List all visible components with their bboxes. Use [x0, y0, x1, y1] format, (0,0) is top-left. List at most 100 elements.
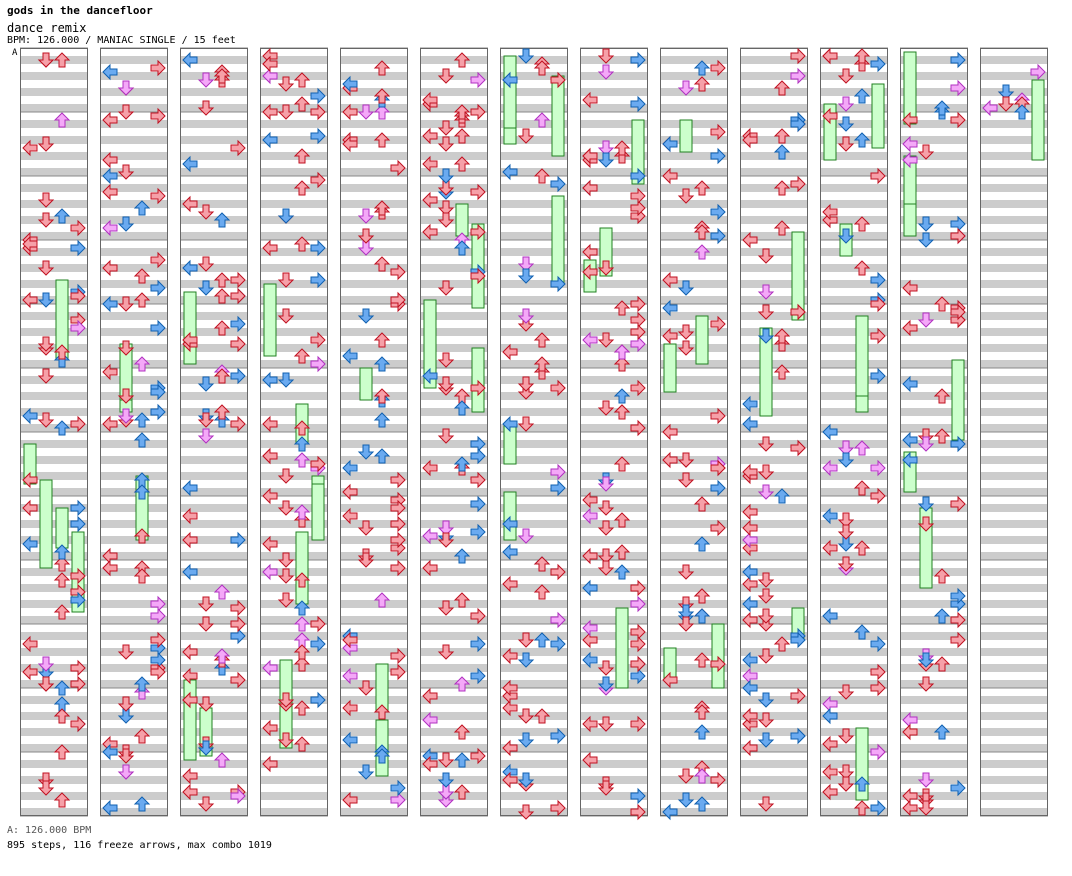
beat-stripe	[580, 808, 648, 816]
step-arrow	[582, 263, 598, 281]
step-arrow	[902, 319, 918, 337]
beat-stripe	[20, 504, 88, 512]
beat-stripe	[20, 264, 88, 272]
beat-stripe	[100, 88, 168, 96]
step-arrow	[150, 59, 166, 77]
beat-stripe	[660, 344, 728, 352]
beat-stripe	[180, 568, 248, 576]
step-arrow	[502, 515, 518, 533]
step-arrow	[390, 499, 406, 517]
beat-stripe	[660, 88, 728, 96]
step-arrow	[22, 471, 38, 489]
step-arrow	[582, 507, 598, 525]
beat-stripe	[340, 56, 408, 64]
beat-stripe	[100, 744, 168, 752]
beat-stripe	[820, 280, 888, 288]
beat-stripe	[740, 104, 808, 112]
step-arrow	[37, 292, 55, 308]
beat-stripe	[260, 312, 328, 320]
beat-stripe	[340, 728, 408, 736]
beat-stripe	[580, 712, 648, 720]
beat-stripe	[20, 120, 88, 128]
beat-stripe	[420, 344, 488, 352]
step-arrow	[773, 488, 791, 504]
beat-stripe	[420, 712, 488, 720]
beat-stripe	[740, 728, 808, 736]
beat-stripe	[900, 728, 968, 736]
beat-stripe	[420, 72, 488, 80]
beat-stripe	[740, 520, 808, 528]
beat-stripe	[420, 232, 488, 240]
beat-stripe	[340, 712, 408, 720]
beat-stripe	[20, 168, 88, 176]
beat-stripe	[20, 136, 88, 144]
step-arrow	[902, 431, 918, 449]
step-arrow	[710, 59, 726, 77]
beat-stripe	[180, 664, 248, 672]
beat-stripe	[740, 760, 808, 768]
step-arrow	[133, 268, 151, 284]
beat-stripe	[500, 696, 568, 704]
step-arrow	[597, 400, 615, 416]
beat-stripe	[500, 520, 568, 528]
step-arrow	[950, 303, 966, 321]
freeze-arrow	[551, 75, 565, 157]
step-arrow	[870, 635, 886, 653]
beat-stripe	[420, 152, 488, 160]
chart-column	[660, 48, 728, 816]
step-arrow	[453, 52, 471, 68]
beat-stripe	[820, 136, 888, 144]
step-arrow	[197, 428, 215, 444]
step-arrow	[37, 136, 55, 152]
chart-column	[980, 48, 1048, 816]
beat-stripe	[820, 72, 888, 80]
beat-stripe	[100, 120, 168, 128]
beat-stripe	[580, 296, 648, 304]
beat-stripe	[900, 488, 968, 496]
beat-stripe	[900, 600, 968, 608]
beat-stripe	[260, 744, 328, 752]
beat-stripe	[500, 200, 568, 208]
step-arrow	[597, 676, 615, 692]
beat-stripe	[660, 744, 728, 752]
beat-stripe	[900, 472, 968, 480]
step-arrow	[613, 140, 631, 156]
beat-stripe	[740, 600, 808, 608]
step-arrow	[437, 352, 455, 368]
step-arrow	[293, 436, 311, 452]
step-arrow	[870, 743, 886, 761]
beat-stripe	[580, 632, 648, 640]
beat-stripe	[340, 696, 408, 704]
step-arrow	[902, 135, 918, 153]
beat-stripe	[340, 184, 408, 192]
beat-stripe	[580, 552, 648, 560]
beat-stripe	[20, 456, 88, 464]
beat-stripe	[580, 88, 648, 96]
beat-stripe	[100, 408, 168, 416]
step-arrow	[373, 412, 391, 428]
step-arrow	[102, 111, 118, 129]
beat-stripe	[180, 104, 248, 112]
beat-stripe	[340, 616, 408, 624]
beat-stripe	[820, 680, 888, 688]
beat-stripe	[20, 104, 88, 112]
step-arrow	[870, 679, 886, 697]
step-arrow	[693, 244, 711, 260]
step-arrow	[453, 104, 471, 120]
step-arrow	[853, 800, 871, 816]
step-arrow	[293, 72, 311, 88]
beat-stripe	[740, 312, 808, 320]
beat-stripe	[820, 152, 888, 160]
beat-stripe	[100, 808, 168, 816]
beat-stripe	[580, 312, 648, 320]
step-arrow	[517, 416, 535, 432]
beat-stripe	[660, 536, 728, 544]
step-arrow	[357, 680, 375, 696]
beat-stripe	[980, 728, 1048, 736]
step-arrow	[677, 768, 695, 784]
step-arrow	[117, 164, 135, 180]
beat-stripe	[100, 664, 168, 672]
beat-stripe	[260, 104, 328, 112]
step-arrow	[310, 635, 326, 653]
step-arrow	[53, 420, 71, 436]
